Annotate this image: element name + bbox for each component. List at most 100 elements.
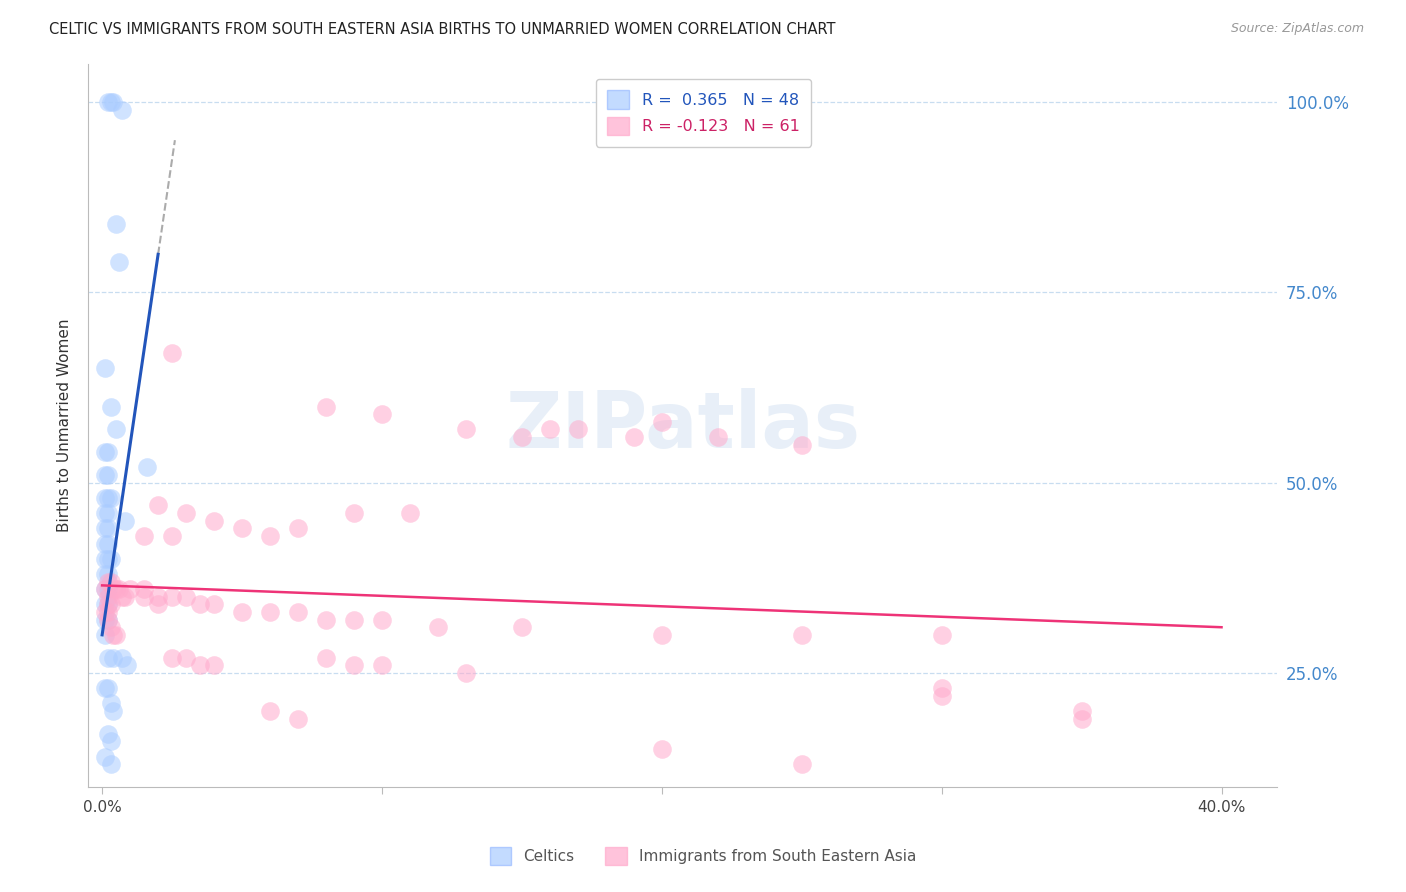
Text: ZIPatlas: ZIPatlas [505, 387, 860, 464]
Point [287, 712, 309, 726]
Point [97, 521, 120, 535]
Point [623, 430, 645, 444]
Point [1070, 704, 1092, 718]
Point [510, 620, 533, 634]
Point [94, 582, 117, 597]
Point [111, 650, 134, 665]
Point [94, 361, 117, 376]
Point [103, 95, 125, 109]
Point [399, 506, 422, 520]
Point [94, 551, 117, 566]
Point [134, 590, 156, 604]
Point [97, 681, 120, 695]
Point [100, 697, 122, 711]
Point [94, 506, 117, 520]
Point [97, 506, 120, 520]
Point [651, 628, 673, 642]
Point [97, 566, 120, 581]
Point [343, 613, 366, 627]
Legend: Celtics, Immigrants from South Eastern Asia: Celtics, Immigrants from South Eastern A… [484, 841, 922, 871]
Point [97, 598, 120, 612]
Point [510, 430, 533, 444]
Point [231, 521, 253, 535]
Point [111, 103, 134, 117]
Point [100, 734, 122, 748]
Point [111, 590, 134, 604]
Point [100, 400, 122, 414]
Point [426, 620, 449, 634]
Point [97, 445, 120, 459]
Point [97, 95, 120, 109]
Point [94, 582, 117, 597]
Point [135, 460, 157, 475]
Point [146, 499, 169, 513]
Point [931, 681, 953, 695]
Point [100, 551, 122, 566]
Point [97, 605, 120, 619]
Point [231, 605, 253, 619]
Point [97, 551, 120, 566]
Point [94, 468, 117, 483]
Point [259, 529, 281, 543]
Point [567, 422, 589, 436]
Point [343, 658, 366, 673]
Point [1070, 712, 1092, 726]
Point [315, 650, 337, 665]
Point [202, 658, 225, 673]
Point [100, 95, 122, 109]
Point [94, 749, 117, 764]
Text: Source: ZipAtlas.com: Source: ZipAtlas.com [1230, 22, 1364, 36]
Point [94, 566, 117, 581]
Point [287, 521, 309, 535]
Point [97, 574, 120, 589]
Point [790, 757, 813, 772]
Point [97, 582, 120, 597]
Point [94, 536, 117, 550]
Point [100, 491, 122, 505]
Point [97, 613, 120, 627]
Point [103, 650, 125, 665]
Point [103, 628, 125, 642]
Point [97, 590, 120, 604]
Point [117, 658, 139, 673]
Point [94, 605, 117, 619]
Point [114, 514, 136, 528]
Point [371, 613, 394, 627]
Point [103, 582, 125, 597]
Point [538, 422, 561, 436]
Point [146, 598, 169, 612]
Point [120, 582, 142, 597]
Point [160, 529, 183, 543]
Point [97, 613, 120, 627]
Point [108, 582, 131, 597]
Point [97, 468, 120, 483]
Point [105, 628, 128, 642]
Point [100, 620, 122, 634]
Point [174, 650, 197, 665]
Legend: R =  0.365   N = 48, R = -0.123   N = 61: R = 0.365 N = 48, R = -0.123 N = 61 [596, 79, 811, 146]
Point [134, 582, 156, 597]
Point [94, 598, 117, 612]
Point [100, 598, 122, 612]
Point [114, 590, 136, 604]
Point [202, 514, 225, 528]
Point [97, 536, 120, 550]
Point [94, 613, 117, 627]
Point [100, 574, 122, 589]
Point [134, 529, 156, 543]
Point [94, 445, 117, 459]
Point [707, 430, 730, 444]
Point [146, 590, 169, 604]
Point [651, 415, 673, 429]
Point [371, 407, 394, 421]
Point [315, 613, 337, 627]
Point [315, 400, 337, 414]
Point [105, 422, 128, 436]
Point [100, 757, 122, 772]
Point [931, 689, 953, 703]
Point [202, 598, 225, 612]
Point [790, 628, 813, 642]
Y-axis label: Births to Unmarried Women: Births to Unmarried Women [58, 318, 72, 533]
Point [97, 727, 120, 741]
Point [188, 658, 211, 673]
